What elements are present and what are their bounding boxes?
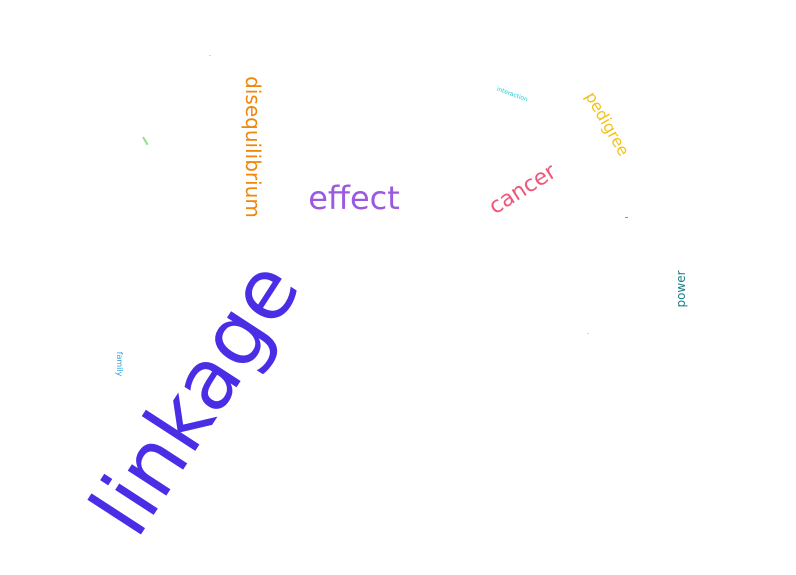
tiny-word-mark: [587, 333, 589, 334]
word-power: power: [674, 270, 688, 308]
tiny-word-mark: [209, 55, 211, 56]
word-family: family: [115, 351, 124, 377]
word-disequilibrium: disequilibrium: [241, 76, 265, 218]
word-pedigree: pedigree: [581, 88, 634, 160]
word-interaction: interaction: [495, 85, 529, 104]
tiny-word-mark: [142, 136, 149, 146]
tiny-word-mark: [625, 217, 628, 218]
word-linkage: linkage: [71, 244, 319, 552]
word-cancer: cancer: [484, 159, 561, 220]
word-effect: effect: [308, 179, 400, 217]
